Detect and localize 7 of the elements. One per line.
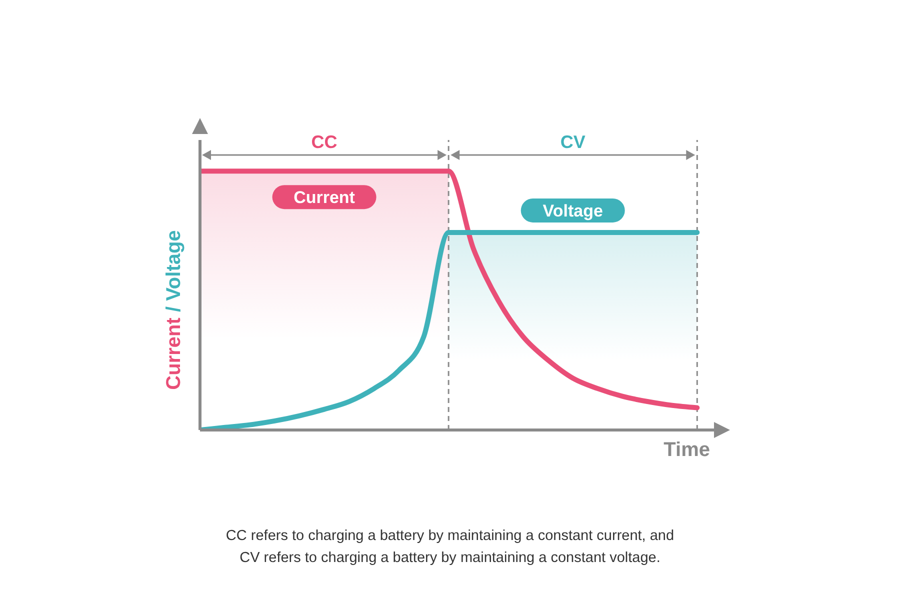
text: CC refers to charging a battery by maintaining a constant current, and CV refers to charging a battery by maintaining a constant voltage. [224,527,676,568]
series-label: Voltage [542,201,603,220]
y-axis-title: Current / Voltage [163,230,185,390]
series-label: Current [294,188,356,208]
text: CV [560,132,586,152]
text: CC [311,132,338,152]
x-axis-title: Time [664,439,710,461]
